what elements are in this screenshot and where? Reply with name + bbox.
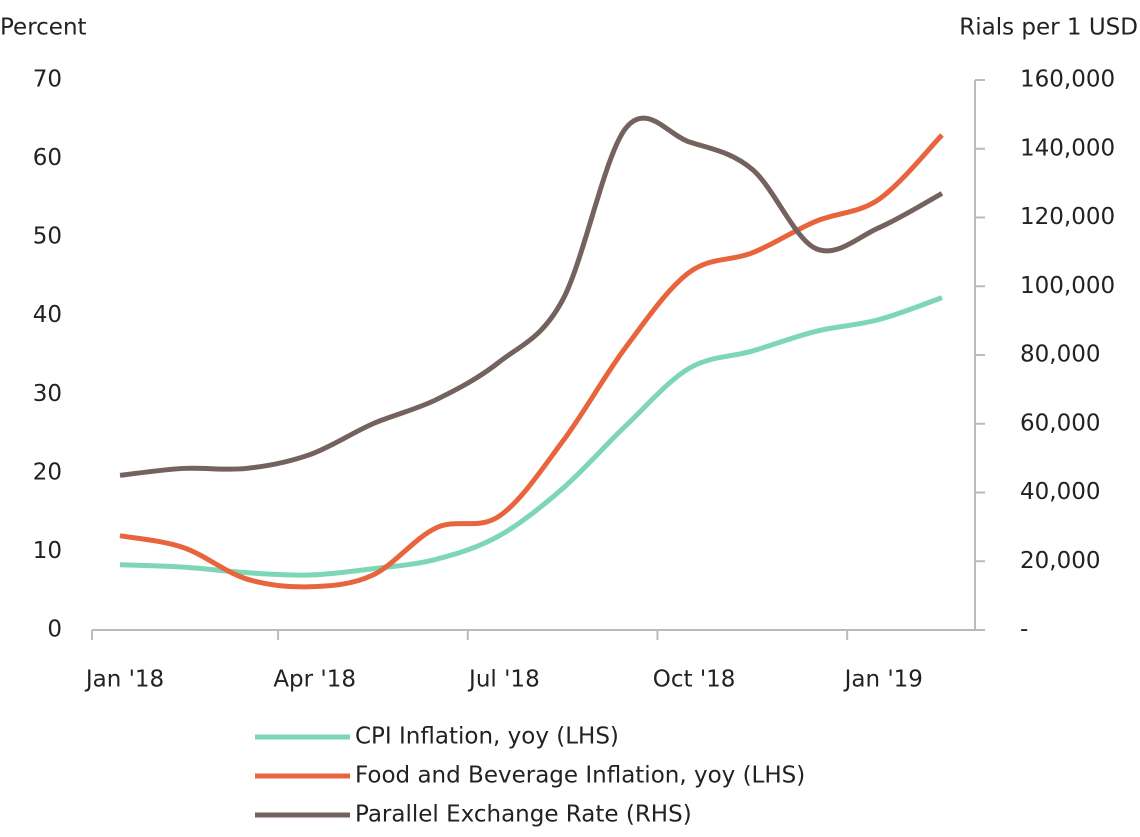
x-tick-label: Oct '18: [653, 667, 736, 693]
y-tick-label: 60: [33, 145, 62, 171]
y2-tick-label: 140,000: [1020, 135, 1115, 161]
x-tick-label: Jul '18: [467, 667, 540, 693]
y2-tick-label: 120,000: [1020, 204, 1115, 230]
y-tick-label: 50: [33, 224, 62, 250]
y2-tick-label: 60,000: [1020, 410, 1100, 436]
y-tick-label: 70: [33, 67, 62, 93]
y2-axis-label: Rials per 1 USD: [959, 15, 1138, 41]
series-line: [119, 295, 943, 578]
x-tick-label: Jan '19: [843, 667, 923, 693]
x-tick-label: Apr '18: [273, 667, 356, 693]
y2-tick-label: 160,000: [1020, 67, 1115, 93]
y2-tick-label: 80,000: [1020, 342, 1100, 368]
y2-tick-label: 20,000: [1020, 548, 1100, 574]
series-line: [119, 115, 944, 478]
y-axis-label: Percent: [0, 15, 87, 41]
legend-label: Food and Beverage Inflation, yoy (LHS): [355, 763, 805, 789]
legend-label: Parallel Exchange Rate (RHS): [355, 802, 692, 828]
y-tick-label: 0: [47, 617, 62, 643]
y-tick-label: 30: [33, 381, 62, 407]
y2-tick-label: 40,000: [1020, 479, 1100, 505]
y2-tick-label: 100,000: [1020, 273, 1115, 299]
y-tick-label: 40: [33, 302, 62, 328]
x-tick-label: Jan '18: [84, 667, 164, 693]
y-tick-label: 20: [33, 459, 62, 485]
series-line: [119, 133, 944, 590]
legend-label: CPI Inflation, yoy (LHS): [355, 724, 619, 750]
y2-tick-label: -: [1020, 617, 1028, 643]
y-tick-label: 10: [33, 538, 62, 564]
